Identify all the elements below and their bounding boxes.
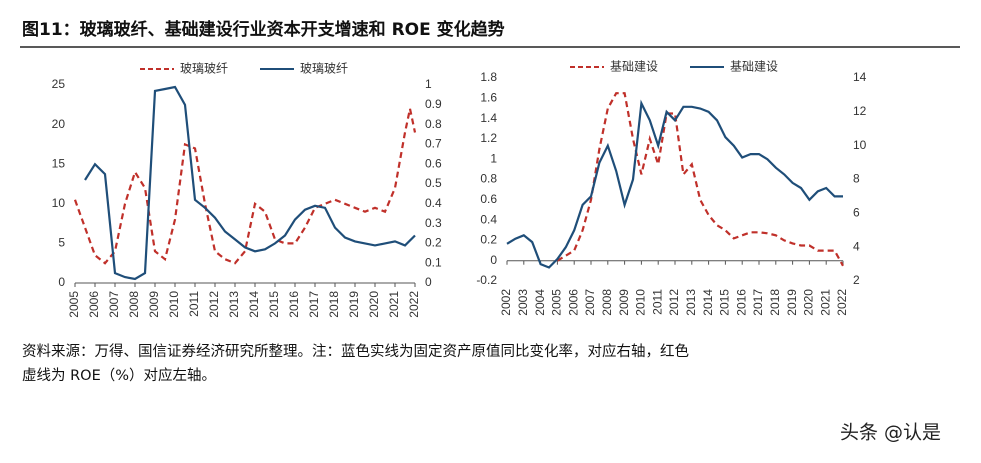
legend-label: 玻璃玻纤 (300, 62, 348, 76)
x-tick-label: 2007 (583, 289, 597, 316)
x-tick-label: 2022 (835, 289, 849, 316)
x-tick-label: 2019 (785, 289, 799, 316)
y2-tick-label: 6 (853, 206, 860, 220)
series-line (84, 85, 416, 281)
x-tick-label: 2008 (127, 291, 141, 318)
x-tick-label: 2013 (227, 291, 241, 318)
y2-tick-label: 14 (853, 70, 867, 84)
y2-tick-label: 4 (853, 239, 860, 253)
x-tick-label: 2015 (267, 291, 281, 318)
y-tick-label: 0 (58, 275, 65, 289)
legend-label: 基础建设 (730, 60, 778, 74)
note-line: 虚线为 ROE（%）对应左轴。 (22, 366, 216, 384)
x-tick-label: 2006 (87, 291, 101, 318)
y-tick-label: 0 (490, 253, 497, 267)
x-tick-label: 2021 (387, 291, 401, 318)
x-tick-label: 2002 (499, 289, 513, 316)
x-tick-label: 2004 (533, 289, 547, 316)
y-tick-label: 1.8 (480, 70, 497, 84)
y2-tick-label: 0.8 (425, 117, 442, 131)
x-tick-label: 2014 (247, 291, 261, 318)
x-tick-label: 2016 (734, 289, 748, 316)
x-tick-label: 2007 (107, 291, 121, 318)
x-tick-label: 2013 (684, 289, 698, 316)
y-tick-label: 0.4 (480, 212, 497, 226)
x-tick-label: 2022 (407, 291, 421, 318)
x-tick-label: 2021 (818, 289, 832, 316)
x-tick-label: 2008 (600, 289, 614, 316)
y2-tick-label: 12 (853, 104, 867, 118)
x-tick-label: 2010 (634, 289, 648, 316)
y-tick-label: 15 (52, 156, 66, 170)
x-tick-label: 2020 (802, 289, 816, 316)
y2-tick-label: 0.9 (425, 97, 442, 111)
y-tick-label: 0.8 (480, 172, 497, 186)
x-tick-label: 2020 (367, 291, 381, 318)
x-tick-label: 2018 (327, 291, 341, 318)
note-line: 资料来源：万得、国信证券经济研究所整理。注：蓝色实线为固定资产原值同比变化率，对… (22, 342, 689, 360)
legend-label: 玻璃玻纤 (180, 62, 228, 76)
y2-tick-label: 0.4 (425, 196, 442, 210)
y-tick-label: 1 (490, 151, 497, 165)
y2-tick-label: 0.6 (425, 156, 442, 170)
y-tick-label: 1.4 (480, 111, 497, 125)
x-tick-label: 2017 (751, 289, 765, 316)
y2-tick-label: 0.2 (425, 236, 442, 250)
x-tick-label: 2009 (617, 289, 631, 316)
x-tick-label: 2003 (516, 289, 530, 316)
x-tick-label: 2017 (307, 291, 321, 318)
series-line (556, 92, 844, 267)
y2-tick-label: 1 (425, 77, 432, 91)
x-tick-label: 2018 (768, 289, 782, 316)
x-tick-label: 2006 (566, 289, 580, 316)
y-tick-label: 5 (58, 236, 65, 250)
y-tick-label: 0.6 (480, 192, 497, 206)
y-tick-label: 10 (52, 196, 66, 210)
y2-tick-label: 0 (425, 275, 432, 289)
x-tick-label: 2010 (167, 291, 181, 318)
x-tick-label: 2011 (650, 289, 664, 315)
watermark: 头条 @认是 (840, 422, 941, 444)
x-tick-label: 2009 (147, 291, 161, 318)
y2-tick-label: 10 (853, 138, 867, 152)
x-tick-label: 2012 (667, 289, 681, 316)
legend-label: 基础建设 (610, 60, 658, 74)
x-tick-label: 2011 (187, 291, 201, 317)
y-tick-label: 1.2 (480, 131, 497, 145)
x-tick-label: 2012 (207, 291, 221, 318)
y2-tick-label: 0.1 (425, 255, 442, 269)
y2-tick-label: 8 (853, 172, 860, 186)
x-tick-label: 2015 (718, 289, 732, 316)
series-line (73, 108, 417, 265)
x-tick-label: 2005 (67, 291, 81, 318)
x-tick-label: 2019 (347, 291, 361, 318)
y-tick-label: 0.2 (480, 233, 497, 247)
y2-tick-label: 0.5 (425, 176, 442, 190)
y2-tick-label: 2 (853, 273, 860, 287)
title: 图11：玻璃玻纤、基础建设行业资本开支增速和 ROE 变化趋势 (22, 19, 505, 40)
y2-tick-label: 0.3 (425, 216, 442, 230)
y-tick-label: 25 (52, 77, 66, 91)
y-tick-label: -0.2 (476, 273, 497, 287)
x-tick-label: 2016 (287, 291, 301, 318)
x-tick-label: 2005 (550, 289, 564, 316)
x-tick-label: 2014 (701, 289, 715, 316)
y2-tick-label: 0.7 (425, 137, 442, 151)
series-line (506, 99, 843, 269)
y-tick-label: 20 (52, 117, 66, 131)
y-tick-label: 1.6 (480, 90, 497, 104)
